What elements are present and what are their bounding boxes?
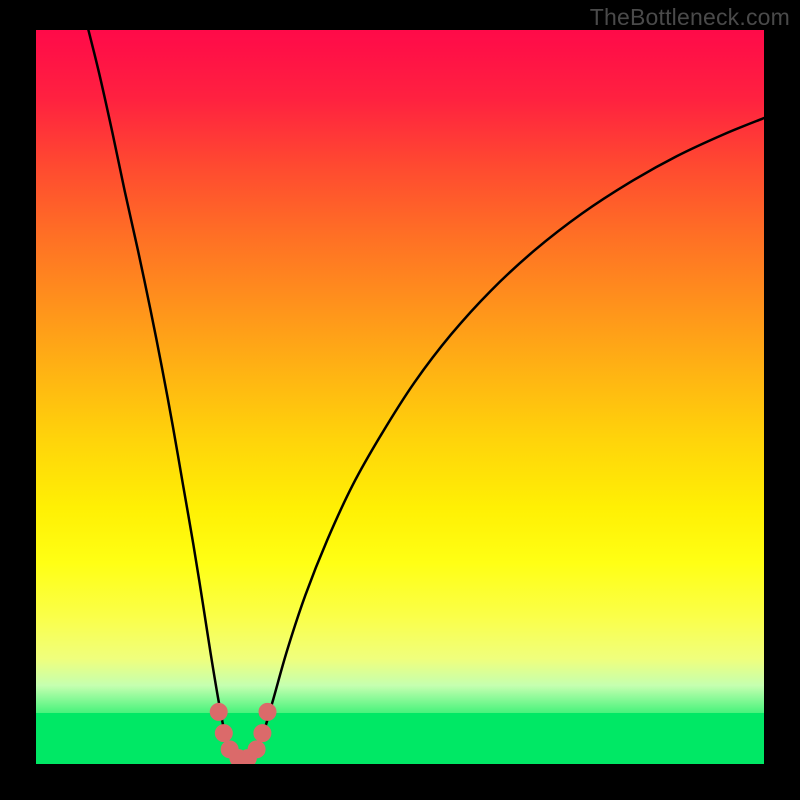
watermark-text: TheBottleneck.com (590, 4, 790, 31)
marker-point (215, 725, 232, 742)
chart-container: { "watermark": "TheBottleneck.com", "can… (0, 0, 800, 800)
marker-point (259, 703, 276, 720)
bottleneck-curve (36, 30, 764, 764)
plot-area (36, 30, 764, 764)
marker-point (254, 725, 271, 742)
marker-point (248, 741, 265, 758)
marker-point (210, 703, 227, 720)
